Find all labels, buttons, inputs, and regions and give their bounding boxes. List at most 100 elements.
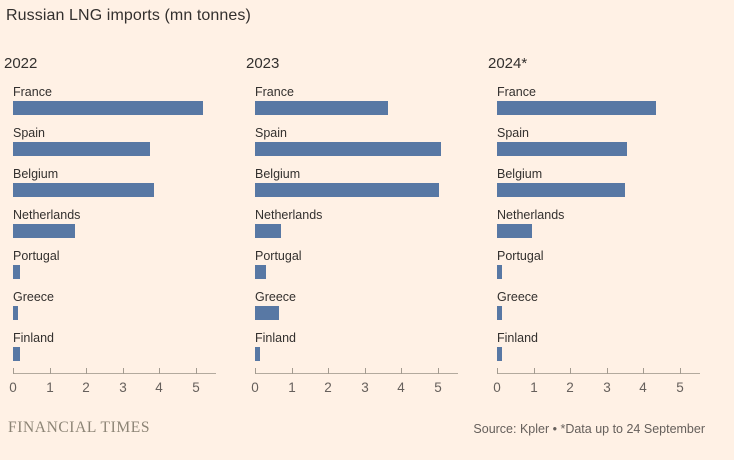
x-axis-tick-label: 3	[603, 380, 611, 395]
country-label: Belgium	[497, 167, 543, 181]
country-label: Belgium	[255, 167, 301, 181]
bar-row-spain: Spain	[13, 127, 223, 156]
bar-netherlands-2024	[497, 224, 532, 238]
chart-title: Russian LNG imports (mn tonnes)	[6, 7, 251, 24]
country-label: Belgium	[13, 167, 59, 181]
x-axis-tick	[534, 368, 535, 374]
bar-belgium-2023	[255, 183, 439, 197]
x-axis-tick-label: 4	[397, 380, 405, 395]
x-axis-tick	[13, 368, 14, 374]
plot-area: France Spain Belgium Netherlands Portugal Gre…	[251, 86, 465, 395]
country-label: Netherlands	[13, 208, 81, 222]
x-axis-line	[13, 368, 216, 374]
x-axis-tick	[680, 368, 681, 374]
bar-finland-2022	[13, 347, 20, 361]
bar-row-netherlands: Netherlands	[13, 209, 223, 238]
bar-row-portugal: Portugal	[497, 250, 707, 279]
panel-2023: 2023 France Spain Belgium Netherlands Portuga…	[246, 55, 488, 395]
x-axis-tick-label: 4	[639, 380, 647, 395]
x-axis-tick-label: 1	[46, 380, 54, 395]
country-label: Portugal	[13, 249, 60, 263]
bar-row-finland: Finland	[255, 332, 465, 361]
country-label: France	[497, 85, 536, 99]
bar-row-portugal: Portugal	[13, 250, 223, 279]
bar-row-belgium: Belgium	[13, 168, 223, 197]
x-axis-tick	[292, 368, 293, 374]
country-label: Greece	[13, 290, 54, 304]
year-label: 2024*	[488, 55, 528, 72]
x-axis-tick-label: 3	[119, 380, 127, 395]
x-axis-tick-label: 2	[82, 380, 90, 395]
year-label: 2023	[246, 55, 280, 72]
x-axis-tick-label: 5	[434, 380, 442, 395]
x-axis-tick	[497, 368, 498, 374]
x-axis-tick	[438, 368, 439, 374]
x-axis-line	[497, 368, 700, 374]
bar-portugal-2022	[13, 265, 20, 279]
country-label: Finland	[497, 331, 538, 345]
bar-row-netherlands: Netherlands	[497, 209, 707, 238]
bar-spain-2024	[497, 142, 627, 156]
bar-row-greece: Greece	[497, 291, 707, 320]
x-axis-tick-label: 4	[155, 380, 163, 395]
bar-row-belgium: Belgium	[497, 168, 707, 197]
x-axis-tick-label: 2	[324, 380, 332, 395]
country-label: Finland	[255, 331, 296, 345]
country-label: Netherlands	[255, 208, 323, 222]
financial-times-logo: FINANCIAL TIMES	[8, 419, 151, 436]
x-axis-tick-labels: 0 1 2 3 4 5	[493, 380, 700, 395]
x-axis-tick	[570, 368, 571, 374]
source-note: Source: Kpler • *Data up to 24 September	[473, 422, 705, 436]
x-axis-tick	[50, 368, 51, 374]
x-axis-tick	[196, 368, 197, 374]
bar-row-france: France	[497, 86, 707, 115]
bar-netherlands-2023	[255, 224, 281, 238]
bar-row-greece: Greece	[255, 291, 465, 320]
bar-finland-2023	[255, 347, 260, 361]
bar-netherlands-2022	[13, 224, 75, 238]
bar-france-2022	[13, 101, 203, 115]
bar-france-2023	[255, 101, 388, 115]
country-label: Spain	[13, 126, 45, 140]
chart-panels: 2022 France Spain Belgium Netherlands Portuga…	[4, 55, 730, 395]
x-axis-tick	[328, 368, 329, 374]
bar-row-spain: Spain	[255, 127, 465, 156]
bar-row-france: France	[255, 86, 465, 115]
x-axis-tick	[365, 368, 366, 374]
bar-row-france: France	[13, 86, 223, 115]
panel-2022: 2022 France Spain Belgium Netherlands Portuga…	[4, 55, 246, 395]
x-axis-tick-label: 5	[192, 380, 200, 395]
country-label: Greece	[255, 290, 296, 304]
bar-belgium-2024	[497, 183, 625, 197]
bar-row-finland: Finland	[497, 332, 707, 361]
x-axis-tick-label: 0	[251, 380, 259, 395]
bar-row-netherlands: Netherlands	[255, 209, 465, 238]
bar-portugal-2024	[497, 265, 502, 279]
bar-belgium-2022	[13, 183, 154, 197]
panel-2024: 2024* France Spain Belgium Netherlands Portug…	[488, 55, 730, 395]
country-label: Portugal	[497, 249, 544, 263]
x-axis-tick	[255, 368, 256, 374]
country-label: France	[13, 85, 52, 99]
bar-greece-2022	[13, 306, 18, 320]
country-label: Spain	[497, 126, 529, 140]
x-axis-tick	[643, 368, 644, 374]
bar-portugal-2023	[255, 265, 266, 279]
x-axis-line	[255, 368, 458, 374]
x-axis-tick-label: 1	[288, 380, 296, 395]
country-label: Greece	[497, 290, 538, 304]
bar-row-belgium: Belgium	[255, 168, 465, 197]
x-axis-tick-label: 0	[9, 380, 17, 395]
bar-greece-2024	[497, 306, 502, 320]
x-axis-tick-labels: 0 1 2 3 4 5	[251, 380, 458, 395]
bar-france-2024	[497, 101, 656, 115]
bar-row-finland: Finland	[13, 332, 223, 361]
country-label: France	[255, 85, 294, 99]
plot-area: France Spain Belgium Netherlands Portugal Gre…	[9, 86, 223, 395]
country-label: Finland	[13, 331, 54, 345]
country-label: Spain	[255, 126, 287, 140]
bar-row-portugal: Portugal	[255, 250, 465, 279]
x-axis-tick-label: 3	[361, 380, 369, 395]
bar-spain-2023	[255, 142, 441, 156]
